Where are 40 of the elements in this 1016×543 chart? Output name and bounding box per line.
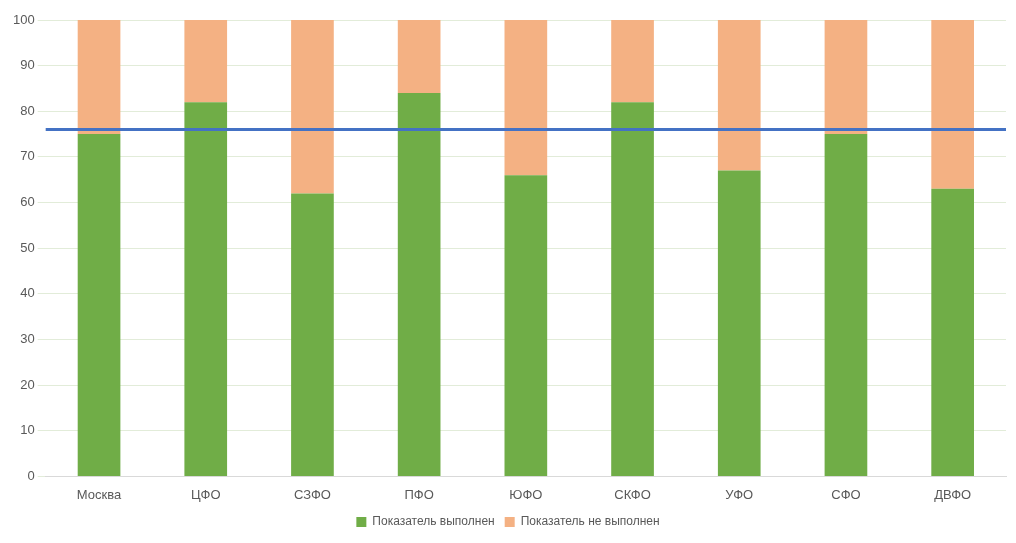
bar: [397, 93, 441, 476]
bar: [824, 134, 868, 476]
y-tick-label: 90: [20, 57, 35, 73]
bar: [611, 20, 654, 103]
bar: [931, 20, 974, 189]
bar: [77, 20, 121, 135]
x-tick-label: ЦФО: [190, 486, 221, 502]
y-tick-label: 20: [20, 376, 35, 392]
bar: [504, 175, 548, 476]
x-tick-label: ЮФО: [509, 486, 543, 502]
legend-label: Показатель выполнен: [372, 514, 495, 529]
x-tick-label: УФО: [725, 486, 754, 502]
x-tick-label: ПФО: [404, 486, 434, 502]
y-tick-label: 0: [27, 467, 35, 483]
bar: [291, 20, 334, 194]
y-tick-label: 60: [20, 194, 35, 210]
y-tick-label: 50: [20, 239, 35, 255]
y-tick-label: 30: [20, 331, 35, 347]
x-tick-label: СФО: [831, 486, 861, 502]
x-tick-label: СКФО: [614, 486, 651, 502]
bar: [611, 102, 654, 476]
bar: [184, 102, 228, 476]
y-tick-label: 10: [20, 422, 35, 438]
bar: [397, 20, 441, 94]
y-tick-label: 70: [20, 148, 35, 164]
bar: [184, 20, 228, 103]
x-tick-label: СЗФО: [293, 486, 331, 502]
bar: [77, 134, 121, 476]
bar: [717, 20, 761, 171]
bar: [717, 170, 761, 476]
y-tick-label: 80: [20, 102, 35, 118]
bar: [291, 193, 334, 476]
legend-label: Показатель не выполнен: [520, 514, 660, 529]
bar: [931, 188, 974, 476]
y-tick-label: 100: [12, 11, 35, 27]
x-tick-label: Москва: [76, 486, 122, 502]
x-tick-label: ДВФО: [934, 486, 972, 502]
bar: [504, 20, 548, 176]
y-tick-label: 40: [20, 285, 35, 301]
bar: [824, 20, 868, 135]
